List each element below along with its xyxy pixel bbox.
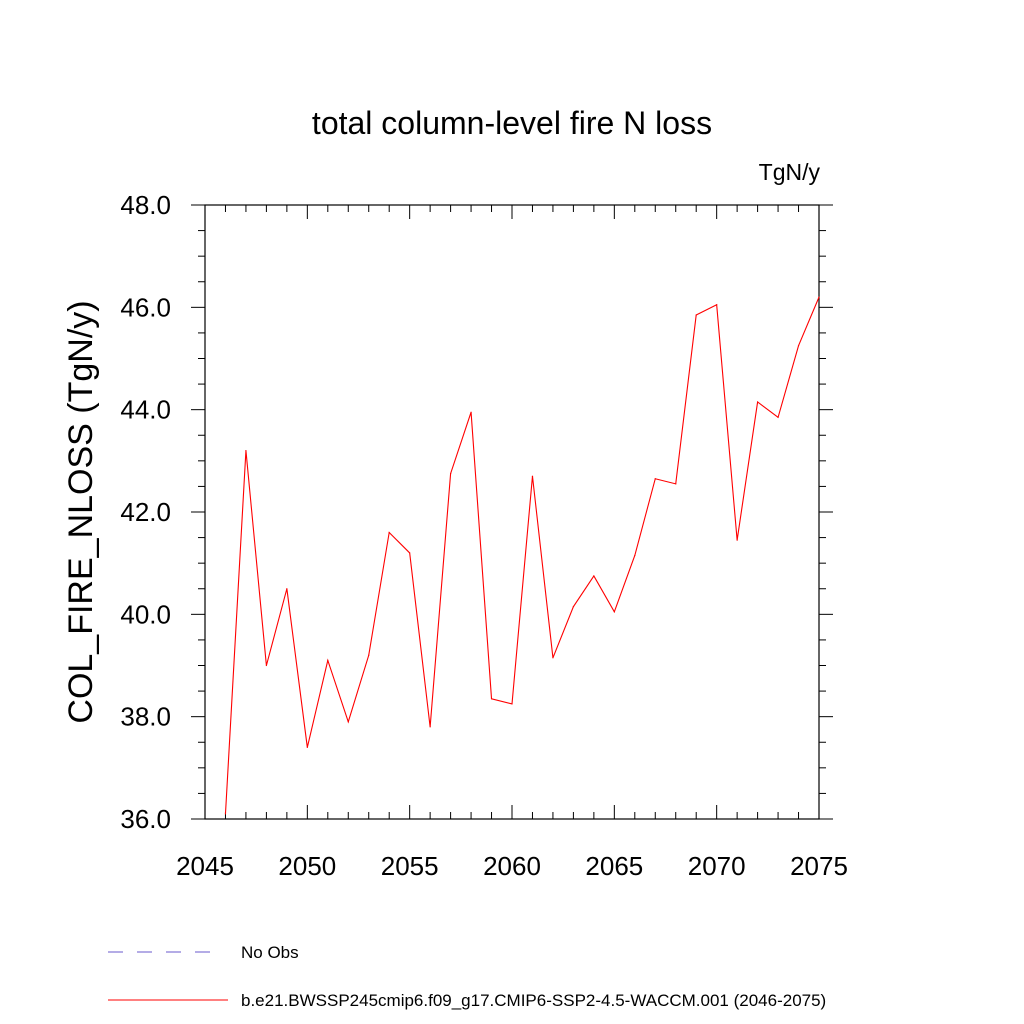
data-point <box>757 401 759 403</box>
plot-frame <box>204 204 820 820</box>
data-point <box>490 698 493 700</box>
data-point <box>654 478 656 480</box>
x-tick-label: 2055 <box>381 851 439 881</box>
data-point <box>716 304 718 306</box>
x-tick-label: 2045 <box>176 851 234 881</box>
data-point <box>450 473 452 475</box>
data-point <box>675 483 677 485</box>
x-tick-label: 2050 <box>278 851 336 881</box>
x-tick-labels: 2045 2050 2055 2060 2065 2070 2075 <box>176 851 848 881</box>
data-point <box>347 721 349 723</box>
data-point <box>368 654 370 656</box>
legend: No Obs b.e21.BWSSP245cmip6.f09_g17.CMIP6… <box>108 943 826 1010</box>
data-point <box>531 475 534 477</box>
data-point <box>572 606 575 608</box>
data-point <box>306 746 308 748</box>
data-point <box>552 657 554 659</box>
data-point <box>429 726 431 728</box>
x-tick-label: 2070 <box>688 851 746 881</box>
y-axis-label: COL_FIRE_NLOSS (TgN/y) <box>62 300 100 723</box>
y-tick-label: 42.0 <box>120 497 171 527</box>
data-point <box>736 539 738 541</box>
legend-label-model: b.e21.BWSSP245cmip6.f09_g17.CMIP6-SSP2-4… <box>241 991 826 1010</box>
data-point <box>470 411 472 413</box>
data-point <box>613 611 615 613</box>
units-label: TgN/y <box>759 159 821 185</box>
data-point <box>695 314 697 316</box>
data-point <box>245 450 247 452</box>
x-tick-label: 2060 <box>483 851 541 881</box>
y-tick-label: 48.0 <box>120 190 171 220</box>
y-tick-label: 44.0 <box>120 395 171 425</box>
data-point <box>388 531 390 534</box>
data-point <box>265 664 267 667</box>
x-tick-label: 2065 <box>585 851 643 881</box>
data-point <box>818 296 820 298</box>
y-tick-label: 40.0 <box>120 599 171 629</box>
data-point <box>593 575 595 577</box>
y-tick-label: 46.0 <box>120 292 171 322</box>
data-point <box>777 416 779 418</box>
data-point <box>286 588 288 590</box>
y-tick-label: 38.0 <box>120 702 171 732</box>
data-point <box>409 552 411 554</box>
y-tick-labels: 36.0 38.0 40.0 42.0 44.0 46.0 48.0 <box>120 190 171 834</box>
data-point <box>797 345 800 347</box>
data-point <box>327 659 329 661</box>
data-point <box>511 703 513 705</box>
legend-label-no-obs: No Obs <box>241 943 299 962</box>
series-layer <box>224 296 820 815</box>
axis-ticks <box>191 204 833 820</box>
series-line <box>224 296 820 814</box>
y-tick-label: 36.0 <box>120 804 171 834</box>
x-tick-label: 2075 <box>790 851 848 881</box>
data-point <box>634 554 636 557</box>
data-point <box>224 813 227 815</box>
chart-title: total column-level fire N loss <box>312 105 712 141</box>
